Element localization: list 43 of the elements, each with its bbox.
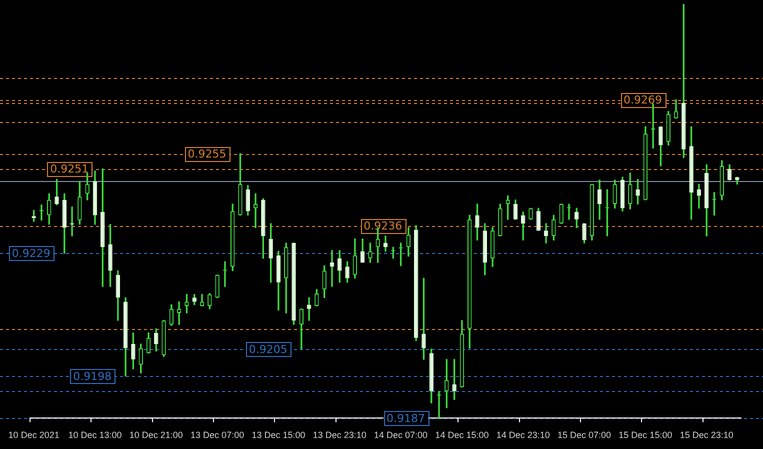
- x-tick-label: 13 Dec 07:00: [190, 430, 244, 440]
- annotation: 0.9198: [73, 370, 112, 383]
- annotation: 0.9229: [12, 247, 50, 260]
- candlestick: [162, 320, 166, 357]
- x-tick-label: 15 Dec 07:00: [558, 430, 612, 440]
- annotation: 0.9251: [50, 162, 89, 176]
- annotation: 0.9236: [364, 219, 402, 232]
- candlestick: [215, 274, 220, 298]
- candlestick: [184, 294, 189, 314]
- candlestick: [452, 359, 456, 400]
- x-tick-label: 13 Dec 23:10: [312, 430, 366, 440]
- candlestick: [689, 126, 694, 220]
- x-tick-label: 10 Dec 13:00: [68, 430, 122, 440]
- candlestick: [345, 261, 350, 283]
- candlestick: [552, 214, 556, 240]
- x-tick-label: 15 Dec 15:00: [618, 430, 672, 440]
- annotation: 0.9187: [386, 412, 426, 426]
- annotation: 0.9205: [248, 342, 288, 356]
- candlestick: [368, 242, 372, 263]
- candlestick: [658, 126, 663, 166]
- candlestick: [78, 180, 82, 225]
- candlestick: [544, 223, 548, 244]
- annotation: 0.9269: [624, 94, 662, 107]
- candlestick: [292, 242, 296, 325]
- x-tick-label: 14 Dec 15:00: [435, 430, 489, 440]
- candlestick: [54, 178, 59, 206]
- candlestick: [238, 153, 242, 216]
- x-tick-label: 10 Dec 21:00: [129, 430, 183, 440]
- x-tick-label: 14 Dec 23:10: [496, 430, 550, 440]
- candlestick: [582, 223, 586, 244]
- x-tick-label: 14 Dec 07:00: [374, 430, 428, 440]
- x-tick-label: 13 Dec 15:00: [252, 430, 306, 440]
- candlestick: [475, 204, 480, 240]
- x-tick-label: 15 Dec 23:10: [680, 430, 734, 440]
- candlestick: [108, 224, 112, 287]
- candlestick: [314, 289, 319, 306]
- candlestick: [131, 332, 136, 370]
- candlestick: [422, 278, 426, 360]
- x-tick-label: 10 Dec 2021: [8, 430, 60, 440]
- candlestick: [306, 297, 312, 321]
- annotation: 0.9255: [188, 147, 226, 160]
- candlestick: [636, 178, 640, 204]
- candlestick: [528, 208, 533, 220]
